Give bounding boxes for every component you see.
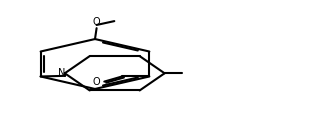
Text: N: N — [59, 68, 66, 78]
Text: O: O — [93, 17, 100, 27]
Text: O: O — [92, 77, 100, 87]
